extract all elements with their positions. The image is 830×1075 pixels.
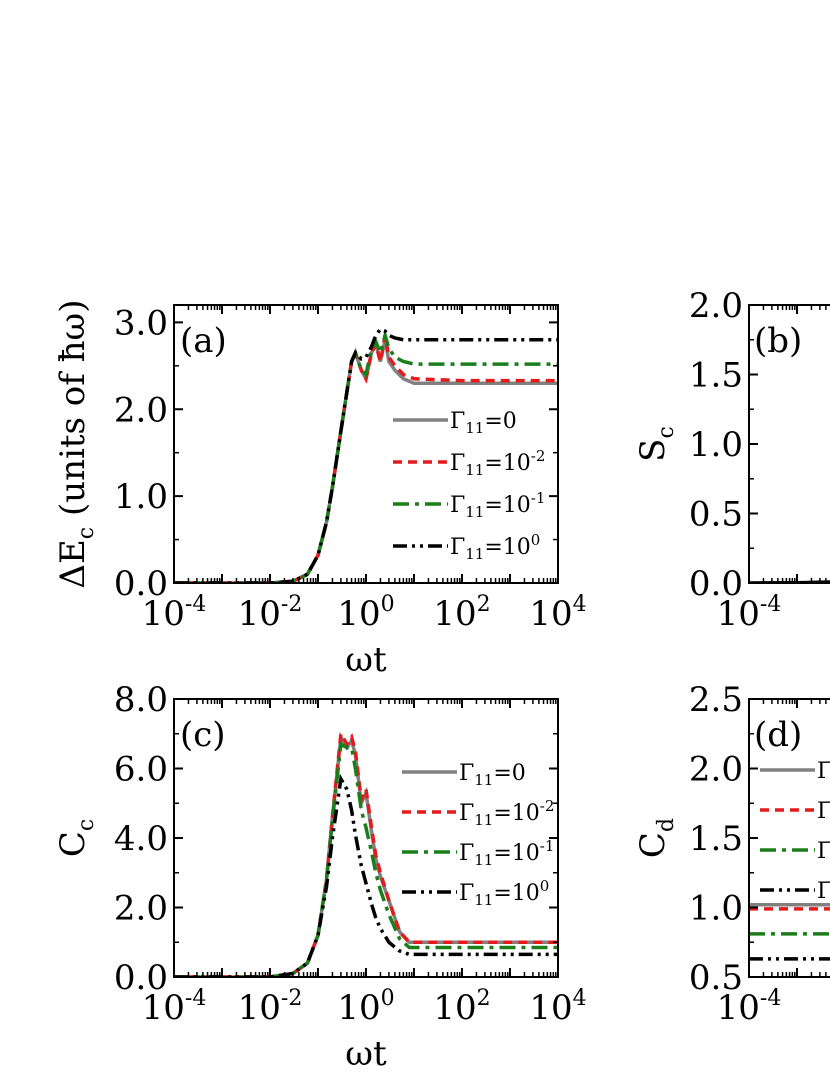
legend-entry: Γ11=10-1 bbox=[459, 837, 554, 869]
legend-entry: Γ11=100 bbox=[459, 877, 549, 909]
legend-entry: Γ11=10-2 bbox=[817, 795, 830, 827]
y-tick-label: 6.0 bbox=[114, 750, 168, 790]
plot-frame bbox=[173, 698, 559, 978]
y-tick-label: 0.5 bbox=[689, 495, 743, 535]
y-tick-label: 1.0 bbox=[689, 425, 743, 465]
y-tick-label: 8.0 bbox=[114, 680, 168, 720]
y-tick-label: 2.0 bbox=[114, 889, 168, 929]
x-tick-label: 102 bbox=[433, 986, 490, 1028]
y-axis-label: Cc bbox=[53, 819, 99, 857]
series-line-c-2 bbox=[174, 741, 558, 977]
legend-entry: Γ11=10-2 bbox=[450, 447, 545, 479]
x-tick-label: 100 bbox=[337, 592, 394, 634]
x-axis-label: ωt bbox=[345, 640, 387, 680]
panel-label: (b) bbox=[754, 321, 802, 361]
y-tick-label: 1.5 bbox=[689, 356, 743, 396]
legend-entry: Γ11=0 bbox=[817, 759, 830, 787]
panel-a: 10-4 10-2 100 102 104 0.0 1.0 2.0 3.0 (a) ωt ΔEc (u… bbox=[53, 299, 587, 680]
legend-entry: Γ11=10-2 bbox=[459, 797, 554, 829]
panel-b: 10-410.00.51.01.52.0(b)Sc bbox=[633, 286, 830, 634]
y-tick-label: 1.0 bbox=[114, 477, 168, 517]
legend-entry: Γ11=10-1 bbox=[817, 835, 830, 867]
y-tick-label: 4.0 bbox=[114, 819, 168, 859]
series-line-a-3 bbox=[174, 327, 558, 583]
y-tick-label: 1.5 bbox=[689, 819, 743, 859]
y-axis-label: Cd bbox=[633, 818, 679, 858]
legend-entry: Γ11=10-1 bbox=[450, 489, 545, 521]
x-tick-label: 10-2 bbox=[238, 986, 303, 1028]
y-tick-label: 3.0 bbox=[114, 303, 168, 343]
x-tick-label: 10-4 bbox=[717, 986, 782, 1028]
legend-entry: Γ11=100 bbox=[450, 531, 540, 563]
x-tick-label: 10-4 bbox=[142, 986, 207, 1028]
y-tick-label: 2.0 bbox=[114, 390, 168, 430]
legend-entry: Γ11=100 bbox=[817, 875, 830, 907]
x-tick-label: 100 bbox=[337, 986, 394, 1028]
legend-entry: Γ11=0 bbox=[459, 761, 526, 789]
x-tick-label: 104 bbox=[529, 592, 586, 634]
x-tick-label: 10-4 bbox=[717, 592, 782, 634]
panel-label: (d) bbox=[754, 715, 802, 755]
y-tick-label: 2.0 bbox=[689, 286, 743, 326]
y-axis-label: Sc bbox=[633, 426, 679, 462]
panel-d: 10-410.51.01.52.02.5(d)CdΓ11=0Γ11=10-2Γ1… bbox=[633, 680, 830, 1028]
series-line-c-1 bbox=[174, 728, 558, 977]
panel-label: (c) bbox=[180, 715, 226, 755]
x-axis-label: ωt bbox=[345, 1034, 387, 1074]
y-tick-label: 0.5 bbox=[689, 958, 743, 998]
x-tick-label: 10-2 bbox=[238, 592, 303, 634]
legend-entry: Γ11=0 bbox=[450, 409, 517, 437]
y-tick-label: 0.0 bbox=[114, 958, 168, 998]
y-tick-label: 0.0 bbox=[114, 564, 168, 604]
y-tick-label: 1.0 bbox=[689, 889, 743, 929]
y-tick-label: 0.0 bbox=[689, 564, 743, 604]
x-tick-label: 10-4 bbox=[142, 592, 207, 634]
y-tick-label: 2.0 bbox=[689, 750, 743, 790]
x-tick-label: 102 bbox=[433, 592, 490, 634]
y-axis-label: ΔEc (units of ħω) bbox=[53, 299, 99, 588]
x-tick-label: 104 bbox=[529, 986, 586, 1028]
panel-c: 10-4 10-2 100 102 104 0.0 2.0 4.0 6.0 8.0 (c) ωt Cc Γ… bbox=[53, 680, 587, 1074]
panel-label: (a) bbox=[180, 321, 227, 361]
y-tick-label: 2.5 bbox=[689, 680, 743, 720]
